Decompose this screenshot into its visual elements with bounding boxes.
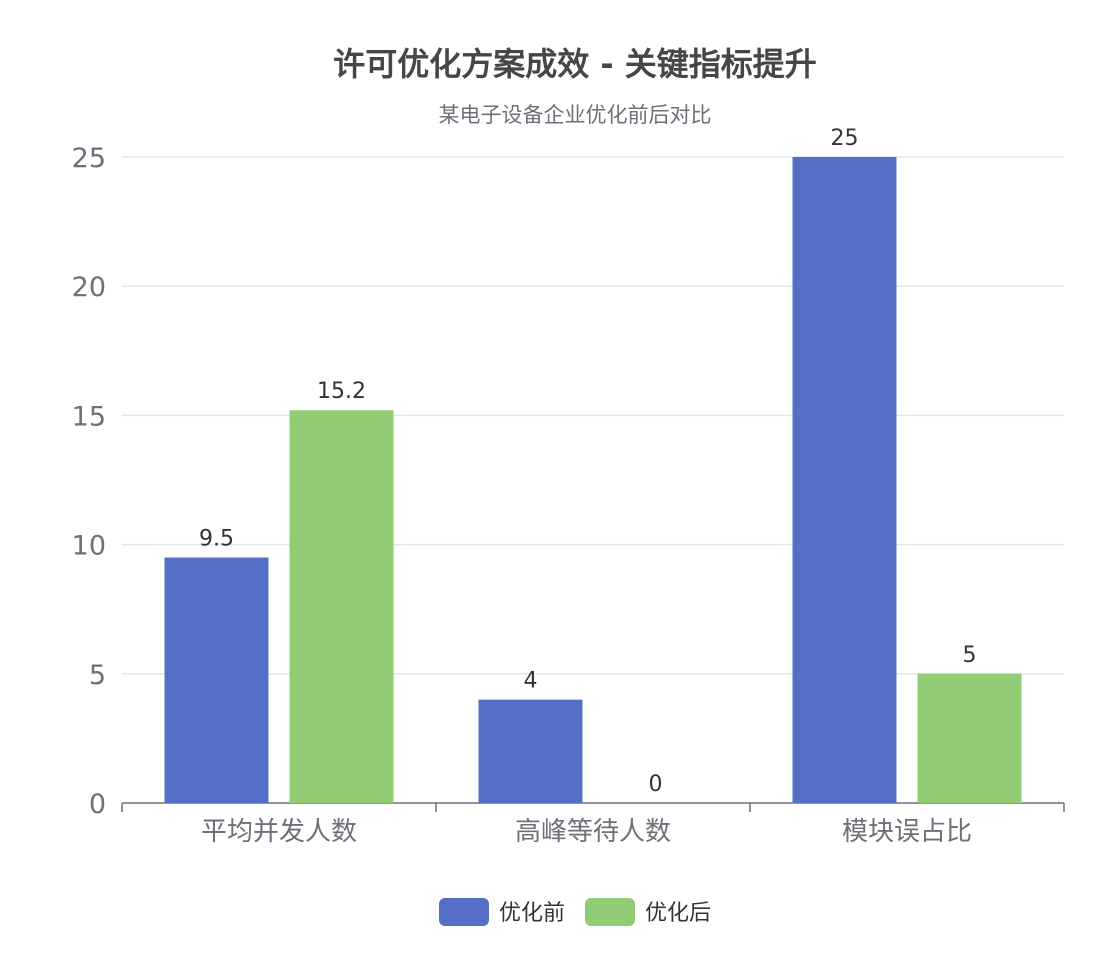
bar[interactable]: [289, 410, 394, 803]
data-label: 25: [831, 126, 859, 151]
bar[interactable]: [478, 699, 583, 803]
grid-lines: [122, 156, 1064, 675]
y-tick-label: 5: [89, 660, 106, 691]
chart-title: 许可优化方案成效 - 关键指标提升: [333, 45, 817, 83]
data-labels: 9.5 4 25 15.2 0 5: [199, 126, 977, 797]
bar[interactable]: [164, 557, 269, 803]
data-label: 9.5: [199, 527, 234, 552]
bar[interactable]: [917, 673, 1022, 803]
y-tick-label: 20: [72, 272, 106, 303]
axes: 0 5 10 15 20 25 平均并发人数 高峰等待人数 模块误占比: [72, 143, 1065, 847]
y-tick-label: 0: [89, 789, 106, 820]
bar[interactable]: [792, 157, 897, 803]
bars: [164, 157, 1022, 803]
data-label: 4: [524, 669, 538, 694]
legend-swatch[interactable]: [439, 898, 489, 926]
legend-label[interactable]: 优化后: [645, 901, 711, 926]
legend-label[interactable]: 优化前: [499, 901, 565, 926]
x-tick-label: 平均并发人数: [201, 817, 357, 847]
legend-swatch[interactable]: [585, 898, 635, 926]
y-tick-label: 10: [72, 531, 106, 562]
data-label: 0: [649, 772, 663, 797]
data-label: 15.2: [317, 379, 366, 404]
data-label: 5: [963, 643, 977, 668]
y-tick-label: 25: [72, 143, 106, 174]
legend: 优化前 优化后: [439, 898, 711, 926]
x-tick-label: 高峰等待人数: [515, 817, 671, 847]
chart-subtitle: 某电子设备企业优化前后对比: [439, 103, 712, 127]
x-tick-label: 模块误占比: [842, 817, 972, 847]
y-tick-label: 15: [72, 401, 106, 432]
